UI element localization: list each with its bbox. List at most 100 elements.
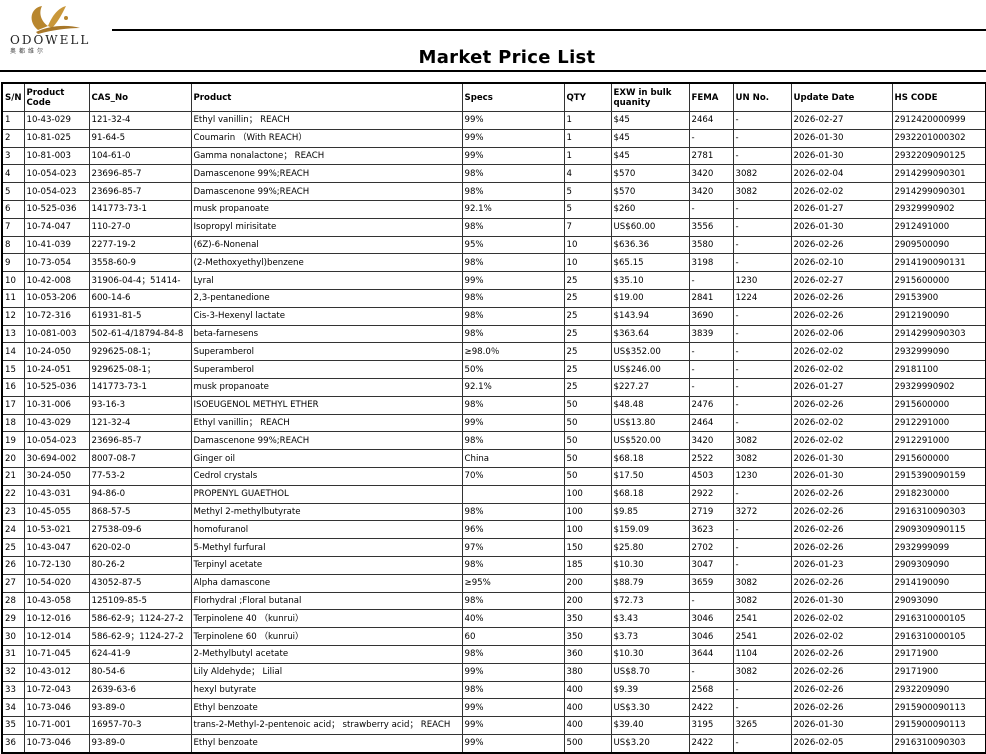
cell-sn: 28 [1, 591, 25, 611]
cell-specs: 50% [461, 360, 565, 379]
cell-exw-price: $10.30 [610, 644, 690, 664]
cell-specs: 98% [461, 431, 565, 451]
cell-product: Methyl 2-methylbutyrate [190, 502, 463, 522]
cell-sn: 33 [1, 680, 25, 700]
cell-sn: 1 [1, 111, 25, 130]
cell-product-code: 10-12-014 [23, 627, 90, 646]
table-row: 34 10-73-046 93-89-0 Ethyl benzoate 99% 400 US… [1, 698, 986, 718]
cell-sn: 26 [1, 555, 25, 575]
cell-hs-code: 29171900 [891, 662, 986, 682]
page-title: Market Price List [418, 47, 596, 68]
cell-update-date: 2026-02-26 [790, 235, 893, 255]
cell-fema: 2702 [688, 538, 734, 557]
cell-hs-code: 2916310090303 [891, 502, 986, 522]
cell-fema: 3580 [688, 235, 734, 255]
cell-product-code: 10-525-036 [23, 377, 90, 397]
cell-exw-price: $363.64 [610, 324, 690, 344]
cell-cas-no: 61931-81-5 [88, 306, 192, 326]
cell-un-no: 3082 [732, 182, 792, 201]
cell-specs: 98% [461, 164, 565, 184]
cell-exw-price: US$8.70 [610, 662, 690, 682]
cell-product: Isopropyl mirisitate [190, 217, 463, 237]
table-row: 35 10-71-001 16957-70-3 trans-2-Methyl-2-pe… [1, 716, 986, 735]
cell-qty: 185 [563, 555, 612, 575]
cell-product-code: 10-43-058 [23, 591, 90, 611]
cell-qty: 100 [563, 502, 612, 522]
cell-exw-price: $35.10 [610, 271, 690, 290]
cell-sn: 36 [1, 733, 25, 754]
cell-product: 2,3-pentanedione [190, 288, 463, 308]
cell-specs: 98% [461, 644, 565, 664]
cell-product-code: 10-525-036 [23, 199, 90, 219]
table-row: 32 10-43-012 80-54-6 Lily Aldehyde； Lilial 9… [1, 662, 986, 682]
cell-cas-no: 620-02-0 [88, 538, 192, 557]
cell-sn: 35 [1, 716, 25, 735]
cell-qty: 10 [563, 235, 612, 255]
cell-update-date: 2026-01-27 [790, 199, 893, 219]
cell-hs-code: 29093090 [891, 591, 986, 611]
cell-cas-no: 586-62-9；1124-27-2 [88, 627, 192, 646]
cell-product: ISOEUGENOL METHYL ETHER [190, 395, 463, 415]
table-row: 30 10-12-014 586-62-9；1124-27-2 Terpinolene… [1, 627, 986, 646]
cell-exw-price: $88.79 [610, 573, 690, 593]
cell-product-code: 10-43-031 [23, 484, 90, 504]
cell-product: Damascenone 99%;REACH [190, 164, 463, 184]
cell-un-no: - [732, 520, 792, 540]
cell-product-code: 10-12-016 [23, 609, 90, 629]
cell-sn: 4 [1, 164, 25, 184]
cell-product-code: 10-73-046 [23, 733, 90, 754]
cell-specs: 99% [461, 662, 565, 682]
logo-subtitle: 奥都维尔 [10, 48, 47, 55]
cell-cas-no: 600-14-6 [88, 288, 192, 308]
table-row: 6 10-525-036 141773-73-1 musk propanoate 92.… [1, 199, 986, 219]
cell-exw-price: US$13.80 [610, 413, 690, 433]
cell-fema: 3556 [688, 217, 734, 237]
cell-fema: 2841 [688, 288, 734, 308]
cell-hs-code: 2912291000 [891, 413, 986, 433]
cell-un-no: - [732, 360, 792, 379]
cell-exw-price: $3.43 [610, 609, 690, 629]
cell-product-code: 10-24-050 [23, 342, 90, 362]
cell-fema: 3420 [688, 164, 734, 184]
cell-hs-code: 2932209090125 [891, 146, 986, 166]
cell-qty: 350 [563, 627, 612, 646]
cell-update-date: 2026-01-30 [790, 128, 893, 148]
table-row: 15 10-24-051 929625-08-1； Superamberol 50% 25… [1, 360, 986, 379]
cell-cas-no: 2277-19-2 [88, 235, 192, 255]
cell-fema: 3420 [688, 182, 734, 201]
cell-cas-no: 80-26-2 [88, 555, 192, 575]
table-row: 2 10-81-025 91-64-5 Coumarin （With REACH） 99… [1, 128, 986, 148]
cell-product-code: 10-72-316 [23, 306, 90, 326]
cell-product-code: 30-24-050 [23, 466, 90, 486]
table-row: 11 10-053-206 600-14-6 2,3-pentanedione 98% 2… [1, 288, 986, 308]
cell-product: Superamberol [190, 342, 463, 362]
cell-product-code: 10-43-047 [23, 538, 90, 557]
cell-exw-price: US$352.00 [610, 342, 690, 362]
cell-product: Cedrol crystals [190, 466, 463, 486]
cell-hs-code: 2916310000105 [891, 627, 986, 646]
cell-exw-price: $17.50 [610, 466, 690, 486]
cell-product-code: 10-72-130 [23, 555, 90, 575]
cell-specs: 99% [461, 716, 565, 735]
cell-product-code: 10-43-029 [23, 111, 90, 130]
cell-cas-no: 110-27-0 [88, 217, 192, 237]
cell-cas-no: 16957-70-3 [88, 716, 192, 735]
cell-qty: 25 [563, 377, 612, 397]
table-row: 16 10-525-036 141773-73-1 musk propanoate 92… [1, 377, 986, 397]
cell-product: Coumarin （With REACH） [190, 128, 463, 148]
cell-exw-price: $45 [610, 146, 690, 166]
cell-cas-no: 3558-60-9 [88, 253, 192, 273]
cell-sn: 31 [1, 644, 25, 664]
cell-hs-code: 29181100 [891, 360, 986, 379]
cell-product: (6Z)-6-Nonenal [190, 235, 463, 255]
cell-product: Cis-3-Hexenyl lactate [190, 306, 463, 326]
table-row: 1 10-43-029 121-32-4 Ethyl vanillin； REACH 9… [1, 111, 986, 130]
cell-specs: 98% [461, 555, 565, 575]
column-header-product: Product [190, 82, 463, 112]
cell-hs-code: 2918230000 [891, 484, 986, 504]
cell-qty: 1 [563, 146, 612, 166]
cell-exw-price: $65.15 [610, 253, 690, 273]
column-header-product-code: Product Code [23, 82, 90, 112]
column-header-update-date: Update Date [790, 82, 893, 112]
cell-specs: 98% [461, 502, 565, 522]
